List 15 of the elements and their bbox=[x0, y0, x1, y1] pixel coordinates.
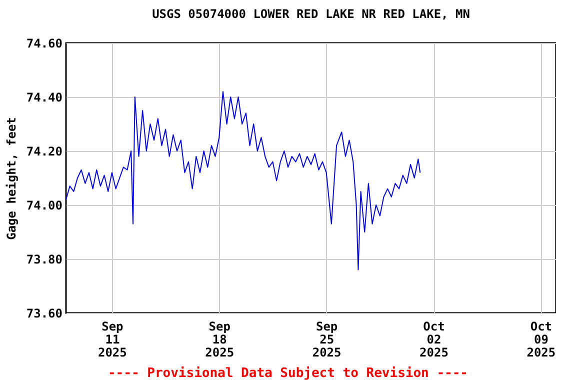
y-tick-label: 73.80 bbox=[26, 252, 62, 266]
x-tick-label: Sep 25 2025 bbox=[312, 320, 342, 360]
y-axis-title: Gage height, feet bbox=[4, 117, 18, 240]
y-tick-label: 74.60 bbox=[26, 36, 62, 50]
line-series bbox=[66, 91, 421, 270]
chart-title: USGS 05074000 LOWER RED LAKE NR RED LAKE, MN bbox=[152, 7, 470, 21]
text: ---- Provisional Data Subject to Revision ---- bbox=[106, 366, 470, 381]
x-tick-label: Oct 02 2025 bbox=[420, 320, 448, 360]
y-tick-label: 74.00 bbox=[26, 198, 62, 212]
y-tick-label: 74.40 bbox=[26, 90, 62, 104]
y-tick-label: 74.20 bbox=[26, 144, 62, 158]
x-tick-label: Sep 18 2025 bbox=[205, 320, 234, 360]
x-tick-label: Sep 11 2025 bbox=[98, 320, 127, 360]
x-tick-label: Oct 09 2025 bbox=[526, 320, 556, 360]
y-tick-label: 73.60 bbox=[26, 306, 62, 320]
